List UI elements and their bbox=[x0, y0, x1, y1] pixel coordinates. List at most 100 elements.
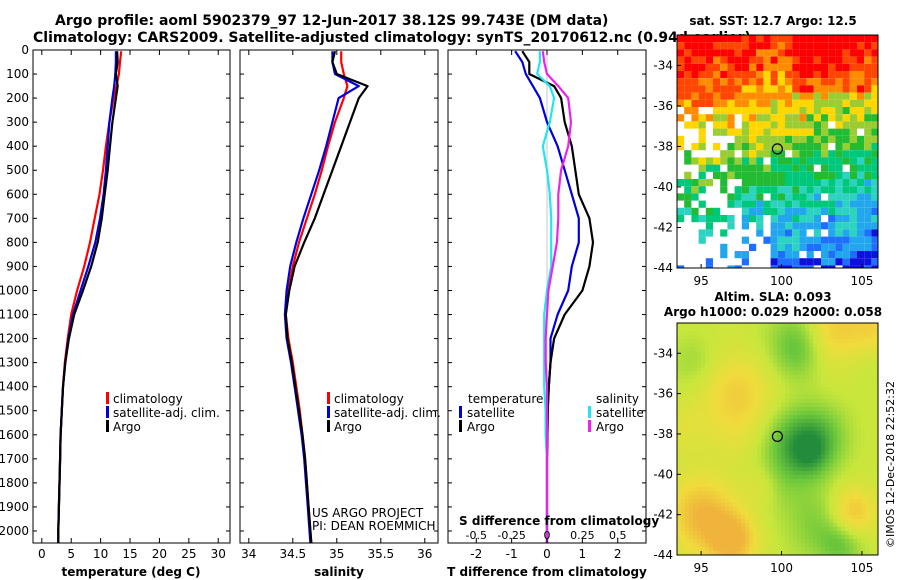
sst-cell bbox=[864, 150, 872, 158]
sla-cell bbox=[829, 551, 833, 555]
sla-cell bbox=[733, 379, 737, 383]
sla-cell bbox=[725, 451, 729, 455]
sla-cell bbox=[741, 491, 745, 495]
sla-cell bbox=[841, 371, 845, 375]
sst-cell bbox=[857, 78, 865, 86]
sla-cell bbox=[721, 327, 725, 331]
depth-tick-label: 700 bbox=[6, 211, 29, 225]
sla-cell bbox=[709, 471, 713, 475]
legend-argo-swatch bbox=[106, 420, 109, 432]
sst-cell bbox=[734, 186, 742, 194]
sst-cell bbox=[835, 251, 843, 259]
sla-cell bbox=[813, 507, 817, 511]
sla-cell bbox=[705, 411, 709, 415]
sla-cell bbox=[861, 395, 865, 399]
sla-cell bbox=[733, 399, 737, 403]
sla-cell bbox=[693, 407, 697, 411]
sla-cell bbox=[841, 403, 845, 407]
sla-cell bbox=[713, 323, 717, 327]
sla-cell bbox=[761, 423, 765, 427]
sla-cell bbox=[825, 343, 829, 347]
sla-cell bbox=[709, 447, 713, 451]
sla-cell bbox=[737, 427, 741, 431]
sla-cell bbox=[829, 331, 833, 335]
sla-cell bbox=[849, 447, 853, 451]
sst-cell bbox=[842, 85, 850, 93]
sst-cell bbox=[857, 135, 865, 143]
sla-cell bbox=[705, 407, 709, 411]
sla-cell bbox=[849, 487, 853, 491]
sla-cell bbox=[813, 463, 817, 467]
sla-cell bbox=[713, 551, 717, 555]
sla-cell bbox=[793, 339, 797, 343]
sla-cell bbox=[705, 475, 709, 479]
sla-cell bbox=[789, 419, 793, 423]
map-y-tick-label: -34 bbox=[653, 58, 673, 72]
sla-cell bbox=[685, 515, 689, 519]
x-tick-label: 35 bbox=[329, 547, 344, 561]
sla-cell bbox=[865, 527, 869, 531]
sla-cell bbox=[681, 523, 685, 527]
sst-cell bbox=[785, 207, 793, 215]
sst-cell bbox=[677, 179, 685, 187]
sla-cell bbox=[717, 447, 721, 451]
sst-cell bbox=[777, 157, 785, 165]
sla-cell bbox=[841, 527, 845, 531]
sla-cell bbox=[729, 431, 733, 435]
sst-cell bbox=[864, 243, 872, 251]
sla-cell bbox=[809, 339, 813, 343]
sst-cell bbox=[799, 215, 807, 223]
sla-cell bbox=[741, 383, 745, 387]
sla-cell bbox=[817, 519, 821, 523]
sla-cell bbox=[829, 519, 833, 523]
sla-cell bbox=[765, 531, 769, 535]
sst-cell bbox=[835, 150, 843, 158]
sla-cell bbox=[749, 403, 753, 407]
sst-cell bbox=[756, 49, 764, 57]
sla-cell bbox=[749, 339, 753, 343]
sla-cell bbox=[845, 407, 849, 411]
sla-cell bbox=[721, 399, 725, 403]
sla-cell bbox=[741, 479, 745, 483]
sla-cell bbox=[837, 503, 841, 507]
sst-cell bbox=[799, 56, 807, 64]
sla-cell bbox=[797, 423, 801, 427]
sla-cell bbox=[841, 463, 845, 467]
sla-cell bbox=[725, 363, 729, 367]
sla-cell bbox=[753, 551, 757, 555]
sla-cell bbox=[765, 523, 769, 527]
sla-cell bbox=[797, 347, 801, 351]
sla-cell bbox=[697, 423, 701, 427]
sla-cell bbox=[769, 471, 773, 475]
sla-cell bbox=[689, 367, 693, 371]
sla-cell bbox=[837, 399, 841, 403]
sla-cell bbox=[777, 423, 781, 427]
sst-cell bbox=[792, 99, 800, 107]
sla-cell bbox=[757, 455, 761, 459]
sla-cell bbox=[777, 475, 781, 479]
sla-cell bbox=[765, 379, 769, 383]
sla-cell bbox=[829, 459, 833, 463]
sla-cell bbox=[769, 339, 773, 343]
sla-cell bbox=[753, 535, 757, 539]
sst-cell bbox=[698, 143, 706, 151]
sla-cell bbox=[733, 359, 737, 363]
sla-cell bbox=[789, 431, 793, 435]
sla-cell bbox=[765, 459, 769, 463]
depth-tick-label: 300 bbox=[6, 115, 29, 129]
sst-cell bbox=[857, 222, 865, 230]
sla-cell bbox=[821, 447, 825, 451]
sla-cell bbox=[833, 351, 837, 355]
sla-cell bbox=[861, 487, 865, 491]
sst-cell bbox=[835, 171, 843, 179]
sla-cell bbox=[785, 407, 789, 411]
sla-cell bbox=[821, 459, 825, 463]
sla-cell bbox=[873, 323, 877, 327]
sla-cell bbox=[761, 351, 765, 355]
sla-cell bbox=[813, 375, 817, 379]
sla-cell bbox=[721, 527, 725, 531]
sla-cell bbox=[817, 415, 821, 419]
sla-cell bbox=[801, 519, 805, 523]
sst-cell bbox=[813, 135, 821, 143]
sla-cell bbox=[861, 527, 865, 531]
